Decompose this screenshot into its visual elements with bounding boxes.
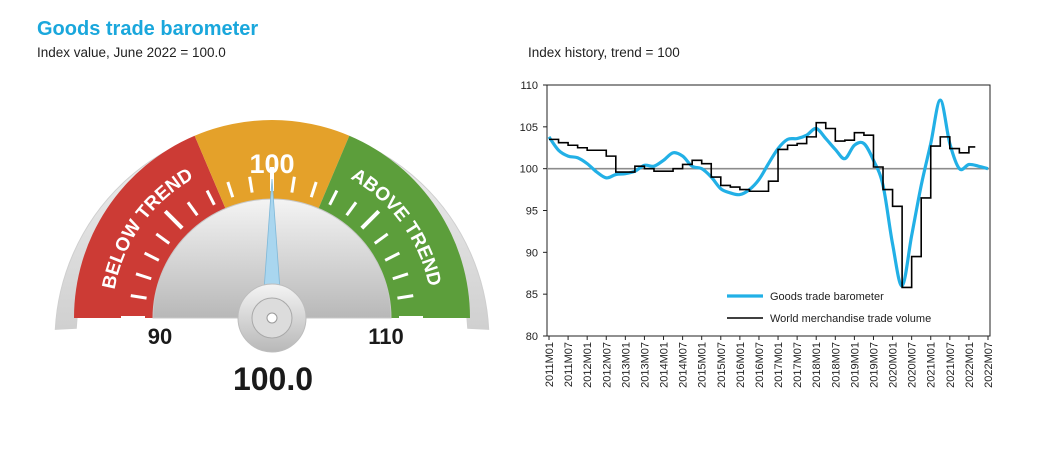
x-tick-label: 2015M07 [716,342,728,388]
x-tick-label: 2020M07 [907,342,919,388]
x-tick-label: 2011M07 [563,342,575,387]
x-tick-label: 2015M01 [697,342,709,388]
x-tick-label: 2011M01 [544,342,556,387]
y-tick-label: 90 [526,247,538,259]
gauge-tick [384,251,401,262]
gauge-tick [186,201,199,217]
gauge-tick [373,232,389,245]
page-title: Goods trade barometer [37,18,259,40]
x-tick-label: 2012M01 [582,342,594,388]
x-tick-label: 2022M01 [964,342,976,388]
x-tick-label: 2020M01 [888,342,900,388]
x-axis: 2011M01 2011M07 2012M01 2012M07 2013M01 2013M… [544,336,995,388]
gauge-tick [205,189,216,206]
x-tick-label: 2021M01 [926,342,938,388]
gauge-tick [248,176,254,193]
gauge-value-readout: 100.0 [233,361,313,397]
y-axis: 80 85 90 95 100 105 110 [520,80,547,343]
below-trend-segment [74,135,226,318]
gauge-tick [360,209,381,230]
gauge-tick [155,232,171,245]
x-tick-label: 2016M01 [735,342,747,388]
trend-segment [194,120,350,209]
x-tick-label: 2013M07 [639,342,651,388]
y-tick-label: 105 [520,122,538,134]
trend-value-label: 100 [249,149,294,179]
gauge-tick [345,201,358,217]
x-tick-label: 2018M07 [830,342,842,388]
gauge-max-label: 110 [368,324,404,349]
above-trend-segment [318,135,470,318]
gauge-tick [135,272,152,281]
y-tick-label: 100 [520,164,538,176]
gauge-tick [130,294,147,300]
y-tick-label: 85 [526,289,538,301]
gauge-subtitle: Index value, June 2022 = 100.0 [37,45,226,60]
gauge-tick [328,189,339,206]
x-tick-label: 2012M07 [601,342,613,388]
gauge-hub-pin [266,312,278,324]
series-world-merchandise-trade-volume-line [549,121,976,289]
chart-legend: Goods trade barometer World merchandise … [727,291,931,325]
x-tick-label: 2021M07 [945,342,957,388]
gauge-tick [163,209,184,230]
x-tick-label: 2018M01 [811,342,823,388]
x-tick-label: 2013M01 [620,342,632,388]
legend-label-barometer: Goods trade barometer [770,291,884,303]
gauge-ticks [121,167,423,320]
gauge-tick [226,181,235,198]
x-tick-label: 2014M01 [659,342,671,388]
gauge-tick [397,294,414,300]
y-tick-label: 110 [520,80,538,92]
x-tick-label: 2017M07 [792,342,804,388]
gauge-tick [309,181,318,198]
gauge-tick [392,272,409,281]
gauge-min-label: 90 [148,324,172,349]
x-tick-label: 2019M01 [849,342,861,388]
y-tick-label: 80 [526,331,538,343]
gauge-tick [143,251,160,262]
y-tick-label: 95 [526,206,538,218]
history-title: Index history, trend = 100 [528,45,680,60]
x-tick-label: 2019M07 [868,342,880,388]
x-tick-label: 2017M01 [773,342,785,388]
gauge-tick [290,176,296,193]
series-goods-trade-barometer-line [547,98,989,288]
plot-frame [546,84,991,337]
x-tick-label: 2022M07 [983,342,995,388]
x-tick-label: 2014M07 [678,342,690,388]
x-tick-label: 2016M07 [754,342,766,388]
legend-label-volume: World merchandise trade volume [770,313,931,325]
